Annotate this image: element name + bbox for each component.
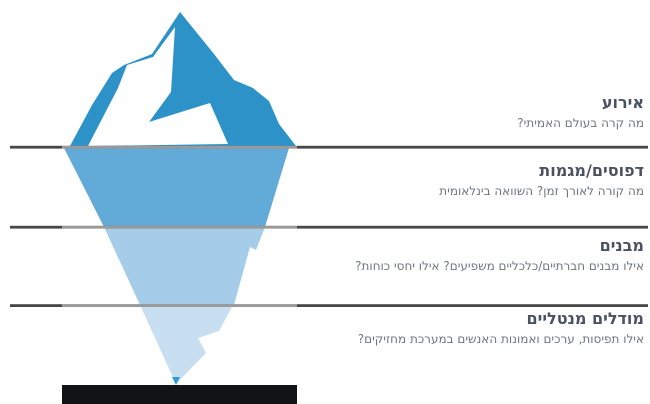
level-block-structures: מבנים אילו מבנים חברתיים/כלכליים משפיעים… bbox=[355, 237, 644, 274]
level-block-patterns: דפוסים/מגמות מה קורה לאורך זמן? השוואה ב… bbox=[439, 162, 644, 199]
level-block-event: אירוע מה קרה בעולם האמיתי? bbox=[517, 94, 644, 131]
iceberg-band-structures bbox=[104, 227, 265, 305]
level-block-mental-models: מודלים מנטליים אילו תפיסות, ערכים ואמונו… bbox=[358, 310, 644, 347]
iceberg-peak bbox=[70, 12, 296, 146]
level-heading-patterns: דפוסים/מגמות bbox=[539, 161, 644, 180]
level-subtext-event: מה קרה בעולם האמיתי? bbox=[517, 116, 644, 130]
level-heading-event: אירוע bbox=[601, 93, 644, 112]
iceberg-band-patterns bbox=[64, 148, 289, 227]
level-subtext-mental-models: אילו תפיסות, ערכים ואמונות האנשים במערכת… bbox=[357, 332, 644, 346]
iceberg-tip-accent bbox=[172, 377, 180, 385]
waterline bbox=[10, 145, 648, 149]
divider-3-light-segment bbox=[62, 304, 297, 307]
divider-line-3 bbox=[10, 304, 648, 307]
level-subtext-patterns: מה קורה לאורך זמן? השוואה בינלאומית bbox=[439, 184, 644, 198]
divider-2-light-segment bbox=[62, 225, 297, 229]
level-heading-structures: מבנים bbox=[599, 236, 644, 255]
footer-bar bbox=[62, 385, 297, 404]
level-subtext-structures: אילו מבנים חברתיים/כלכליים משפיעים? אילו… bbox=[355, 259, 644, 273]
waterline-light-segment bbox=[62, 145, 297, 149]
divider-line-2 bbox=[10, 225, 648, 229]
level-heading-mental-models: מודלים מנטליים bbox=[526, 309, 644, 328]
iceberg-band-mental-models bbox=[140, 305, 233, 384]
